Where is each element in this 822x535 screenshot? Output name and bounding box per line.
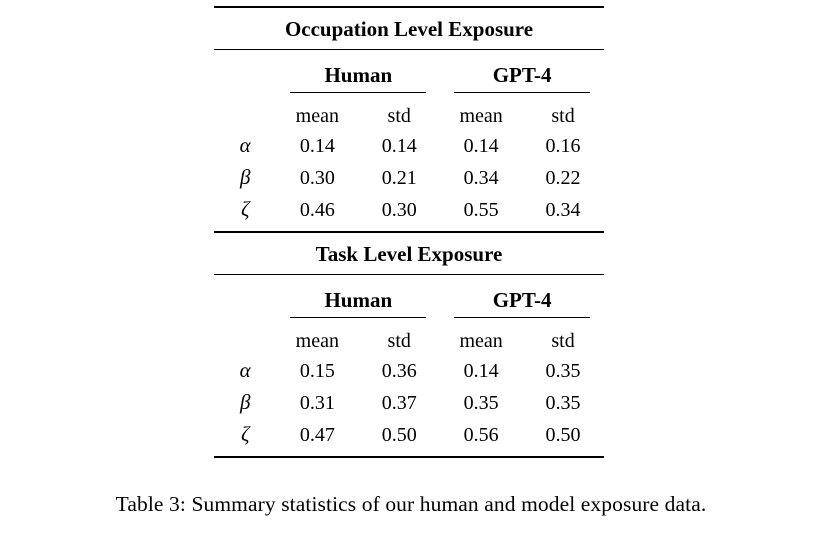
cell-value: 0.36: [381, 360, 417, 382]
cell-value: 0.22: [545, 167, 581, 189]
group-header-human-label: Human: [290, 288, 427, 318]
group-header-gpt4: GPT-4: [440, 50, 604, 93]
empty-corner-cell: [214, 275, 276, 319]
row-label-greek: α: [239, 358, 251, 382]
cell-value: 0.34: [522, 194, 604, 233]
cell-value: 0.14: [299, 135, 335, 157]
row-label-greek: α: [239, 133, 251, 157]
cell-value: 0.30: [358, 194, 441, 233]
subheader-mean: mean: [295, 330, 339, 352]
group-header-human: Human: [276, 50, 440, 93]
subheader-std: std: [387, 105, 411, 127]
cell-value: 0.34: [463, 167, 499, 189]
table-row: β 0.31 0.37 0.35 0.35: [214, 387, 604, 419]
cell-value: 0.55: [440, 194, 523, 233]
subheader-mean: mean: [459, 105, 503, 127]
cell-value: 0.16: [545, 135, 581, 157]
cell-value: 0.35: [545, 360, 581, 382]
row-label-greek: β: [239, 165, 251, 189]
table-row: α 0.15 0.36 0.14 0.35: [214, 355, 604, 387]
row-label-greek: ζ: [214, 419, 277, 458]
subheader-row: mean std mean std: [214, 318, 604, 355]
group-header-row: Human GPT-4: [214, 275, 604, 319]
cell-value: 0.56: [440, 419, 523, 458]
row-label-greek: ζ: [214, 194, 277, 233]
summary-statistics-tables: Occupation Level Exposure Human GPT-4 me…: [214, 6, 604, 458]
occupation-level-exposure-table: Occupation Level Exposure Human GPT-4 me…: [214, 6, 604, 233]
table-caption: Table 3: Summary statistics of our human…: [115, 492, 707, 516]
table-row: ζ 0.46 0.30 0.55 0.34: [214, 194, 604, 233]
table-title-row: Task Level Exposure: [214, 233, 604, 275]
subheader-mean: mean: [459, 330, 503, 352]
group-header-human: Human: [276, 275, 440, 318]
subheader-mean: mean: [295, 105, 339, 127]
table-title: Occupation Level Exposure: [214, 6, 604, 50]
cell-value: 0.14: [463, 135, 499, 157]
cell-value: 0.50: [522, 419, 604, 458]
task-level-exposure-table: Task Level Exposure Human GPT-4 mean std…: [214, 233, 604, 458]
subheader-std: std: [387, 330, 411, 352]
group-header-gpt4-label: GPT-4: [454, 63, 590, 93]
table-title: Task Level Exposure: [214, 233, 604, 275]
cell-value: 0.14: [463, 360, 499, 382]
table-title-row: Occupation Level Exposure: [214, 6, 604, 50]
table-row: α 0.14 0.14 0.14 0.16: [214, 130, 604, 162]
table-body: α 0.15 0.36 0.14 0.35 β 0.31 0.37 0.35 0.35 ζ 0.47 0…: [214, 355, 604, 458]
cell-value: 0.15: [299, 360, 335, 382]
cell-value: 0.31: [299, 392, 335, 414]
subheader-row: mean std mean std: [214, 93, 604, 130]
empty-corner-cell: [214, 50, 276, 94]
cell-value: 0.35: [463, 392, 499, 414]
group-header-gpt4: GPT-4: [440, 275, 604, 318]
cell-value: 0.37: [381, 392, 417, 414]
row-label-greek: β: [239, 390, 251, 414]
empty-cell: [214, 318, 276, 355]
subheader-std: std: [551, 105, 575, 127]
cell-value: 0.35: [545, 392, 581, 414]
table-body: α 0.14 0.14 0.14 0.16 β 0.30 0.21 0.34 0.22 ζ 0.46 0…: [214, 130, 604, 233]
cell-value: 0.50: [358, 419, 441, 458]
group-header-human-label: Human: [290, 63, 427, 93]
group-header-row: Human GPT-4: [214, 50, 604, 94]
table-row: ζ 0.47 0.50 0.56 0.50: [214, 419, 604, 458]
group-header-gpt4-label: GPT-4: [454, 288, 590, 318]
table-row: β 0.30 0.21 0.34 0.22: [214, 162, 604, 194]
cell-value: 0.14: [381, 135, 417, 157]
empty-cell: [214, 93, 276, 130]
cell-value: 0.30: [299, 167, 335, 189]
cell-value: 0.46: [276, 194, 359, 233]
cell-value: 0.47: [276, 419, 359, 458]
subheader-std: std: [551, 330, 575, 352]
cell-value: 0.21: [381, 167, 417, 189]
